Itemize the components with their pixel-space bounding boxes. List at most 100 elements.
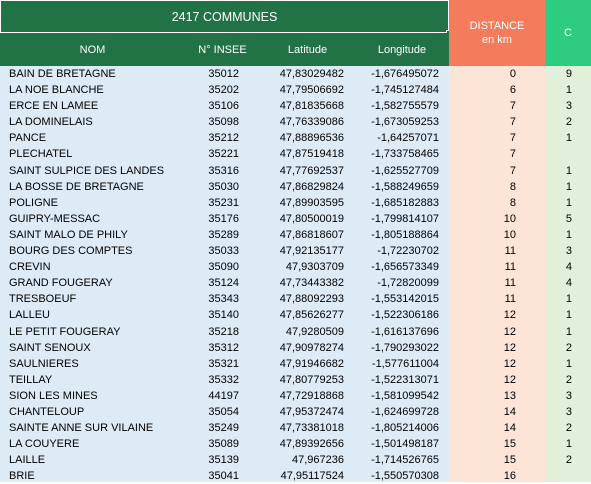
cell-longitude[interactable]: -1,799814107 — [371, 212, 439, 225]
cell-latitude[interactable]: 47,72918868 — [279, 389, 344, 402]
table-row[interactable]: BRIE 35041 47,95117524 -1,550570308 16 — [0, 468, 591, 484]
table-row[interactable]: SAINT SENOUX 35312 47,90978274 -1,790293022… — [0, 340, 591, 356]
cell-c[interactable]: 1 — [565, 164, 572, 177]
cell-insee[interactable]: 35312 — [208, 341, 239, 354]
table-row[interactable]: ERCE EN LAMEE 35106 47,81835668 -1,58275557… — [0, 98, 591, 114]
cell-longitude[interactable]: -1,714526765 — [371, 454, 439, 467]
cell-distance[interactable]: 7 — [509, 148, 516, 161]
cell-latitude[interactable]: 47,91946682 — [279, 357, 344, 370]
cell-latitude[interactable]: 47,95117524 — [280, 470, 344, 483]
cell-latitude[interactable]: 47,79506692 — [279, 84, 344, 97]
table-row[interactable]: BAIN DE BRETAGNE 35012 47,83029482 -1,67649… — [0, 66, 591, 82]
cell-longitude[interactable]: -1,685182883 — [371, 196, 439, 209]
cell-nom[interactable]: BAIN DE BRETAGNE — [9, 68, 116, 80]
table-row[interactable]: TEILLAY 35332 47,80779253 -1,522313071 12 2 — [0, 372, 591, 388]
cell-insee[interactable]: 35054 — [208, 405, 239, 418]
cell-distance[interactable]: 7 — [509, 164, 516, 177]
cell-c[interactable]: 1 — [565, 196, 572, 209]
cell-longitude[interactable]: -1,676495072 — [371, 68, 439, 80]
cell-longitude[interactable]: -1,588249659 — [371, 180, 439, 193]
cell-c[interactable]: 1 — [565, 180, 572, 193]
cell-longitude[interactable]: -1,582755579 — [371, 100, 439, 113]
cell-c[interactable]: 2 — [565, 116, 572, 129]
cell-distance[interactable]: 12 — [503, 309, 516, 322]
cell-latitude[interactable]: 47,9303709 — [285, 261, 344, 274]
cell-insee[interactable]: 35212 — [208, 132, 239, 145]
cell-distance[interactable]: 11 — [504, 245, 516, 258]
cell-nom[interactable]: LA DOMINELAIS — [9, 116, 93, 129]
cell-distance[interactable]: 0 — [509, 68, 516, 80]
cell-longitude[interactable]: -1,553142015 — [371, 293, 439, 306]
cell-nom[interactable]: LA NOE BLANCHE — [9, 84, 104, 97]
cell-insee[interactable]: 35343 — [208, 293, 239, 306]
cell-insee[interactable]: 35316 — [208, 164, 239, 177]
cell-nom[interactable]: CHANTELOUP — [9, 405, 85, 418]
cell-longitude[interactable]: -1,805188864 — [371, 228, 439, 241]
cell-nom[interactable]: BOURG DES COMPTES — [9, 245, 133, 258]
cell-insee[interactable]: 35332 — [208, 373, 239, 386]
cell-insee[interactable]: 35090 — [208, 261, 239, 274]
cell-insee[interactable]: 35202 — [208, 84, 239, 97]
table-row[interactable]: LA DOMINELAIS 35098 47,76339086 -1,67305925… — [0, 114, 591, 130]
cell-latitude[interactable]: 47,89903595 — [279, 196, 344, 209]
cell-longitude[interactable]: -1,72230702 — [377, 245, 439, 258]
cell-longitude[interactable]: -1,577611004 — [371, 357, 439, 370]
cell-c[interactable]: 4 — [565, 277, 572, 290]
cell-longitude[interactable]: -1,581099542 — [371, 389, 439, 402]
table-row[interactable]: LALLEU 35140 47,85626277 -1,522306186 12 1 — [0, 307, 591, 323]
cell-longitude[interactable]: -1,625527709 — [371, 164, 439, 177]
cell-distance[interactable]: 12 — [503, 357, 516, 370]
cell-nom[interactable]: POLIGNE — [9, 196, 58, 209]
cell-longitude[interactable]: -1,72820099 — [377, 277, 439, 290]
cell-distance[interactable]: 14 — [503, 422, 516, 435]
column-header-latitude[interactable]: Latitude — [260, 33, 355, 66]
cell-c[interactable]: 3 — [565, 389, 572, 402]
cell-distance[interactable]: 15 — [503, 438, 516, 451]
cell-distance[interactable]: 6 — [509, 84, 516, 97]
cell-distance[interactable]: 11 — [504, 261, 516, 274]
table-row[interactable]: LA NOE BLANCHE 35202 47,79506692 -1,7451274… — [0, 82, 591, 98]
cell-latitude[interactable]: 47,80500019 — [279, 212, 344, 225]
table-row[interactable]: GUIPRY-MESSAC 35176 47,80500019 -1,79981410… — [0, 211, 591, 227]
cell-insee[interactable]: 35041 — [208, 470, 239, 483]
cell-c[interactable]: 2 — [565, 341, 572, 354]
table-row[interactable]: CHANTELOUP 35054 47,95372474 -1,624699728 14… — [0, 404, 591, 420]
column-header-insee[interactable]: N° INSEE — [185, 33, 260, 66]
cell-nom[interactable]: SAINT SENOUX — [9, 341, 91, 354]
table-row[interactable]: LAILLE 35139 47,967236 -1,714526765 15 2 — [0, 452, 591, 468]
cell-insee[interactable]: 35221 — [208, 148, 239, 161]
cell-insee[interactable]: 35030 — [208, 180, 239, 193]
cell-nom[interactable]: LA COUYERE — [9, 438, 80, 451]
cell-c[interactable]: 5 — [565, 212, 572, 225]
cell-longitude[interactable]: -1,522306186 — [371, 309, 439, 322]
cell-c[interactable]: 9 — [565, 68, 572, 80]
table-row[interactable]: SAINT SULPICE DES LANDES 35316 47,77692537… — [0, 163, 591, 179]
cell-distance[interactable]: 7 — [509, 100, 516, 113]
cell-nom[interactable]: GUIPRY-MESSAC — [9, 212, 101, 225]
cell-nom[interactable]: SION LES MINES — [9, 389, 98, 402]
cell-latitude[interactable]: 47,83029482 — [279, 68, 344, 80]
cell-c[interactable]: 4 — [565, 261, 572, 274]
cell-c[interactable]: 1 — [565, 309, 572, 322]
cell-distance[interactable]: 10 — [503, 212, 516, 225]
cell-c[interactable]: 1 — [565, 357, 572, 370]
cell-longitude[interactable]: -1,805214006 — [371, 422, 439, 435]
table-row[interactable]: SION LES MINES 44197 47,72918868 -1,5810995… — [0, 388, 591, 404]
cell-nom[interactable]: SAULNIERES — [9, 357, 79, 370]
table-row[interactable]: SAINT MALO DE PHILY 35289 47,86818607 -1,80… — [0, 227, 591, 243]
cell-nom[interactable]: LAILLE — [9, 454, 46, 467]
cell-longitude[interactable]: -1,64257071 — [377, 132, 439, 145]
cell-distance[interactable]: 16 — [503, 470, 516, 483]
column-header-nom[interactable]: NOM — [0, 33, 185, 66]
cell-latitude[interactable]: 47,88092293 — [279, 293, 344, 306]
cell-latitude[interactable]: 47,87519418 — [279, 148, 344, 161]
cell-latitude[interactable]: 47,90978274 — [279, 341, 344, 354]
table-row[interactable]: SAULNIERES 35321 47,91946682 -1,577611004 12… — [0, 356, 591, 372]
cell-c[interactable]: 3 — [565, 100, 572, 113]
column-header-longitude[interactable]: Longitude — [355, 33, 449, 66]
table-row[interactable]: BOURG DES COMPTES 35033 47,92135177 -1,7223… — [0, 243, 591, 259]
cell-latitude[interactable]: 47,85626277 — [279, 309, 344, 322]
cell-latitude[interactable]: 47,967236 — [292, 454, 344, 467]
cell-latitude[interactable]: 47,88896536 — [279, 132, 344, 145]
cell-nom[interactable]: ERCE EN LAMEE — [9, 100, 99, 113]
